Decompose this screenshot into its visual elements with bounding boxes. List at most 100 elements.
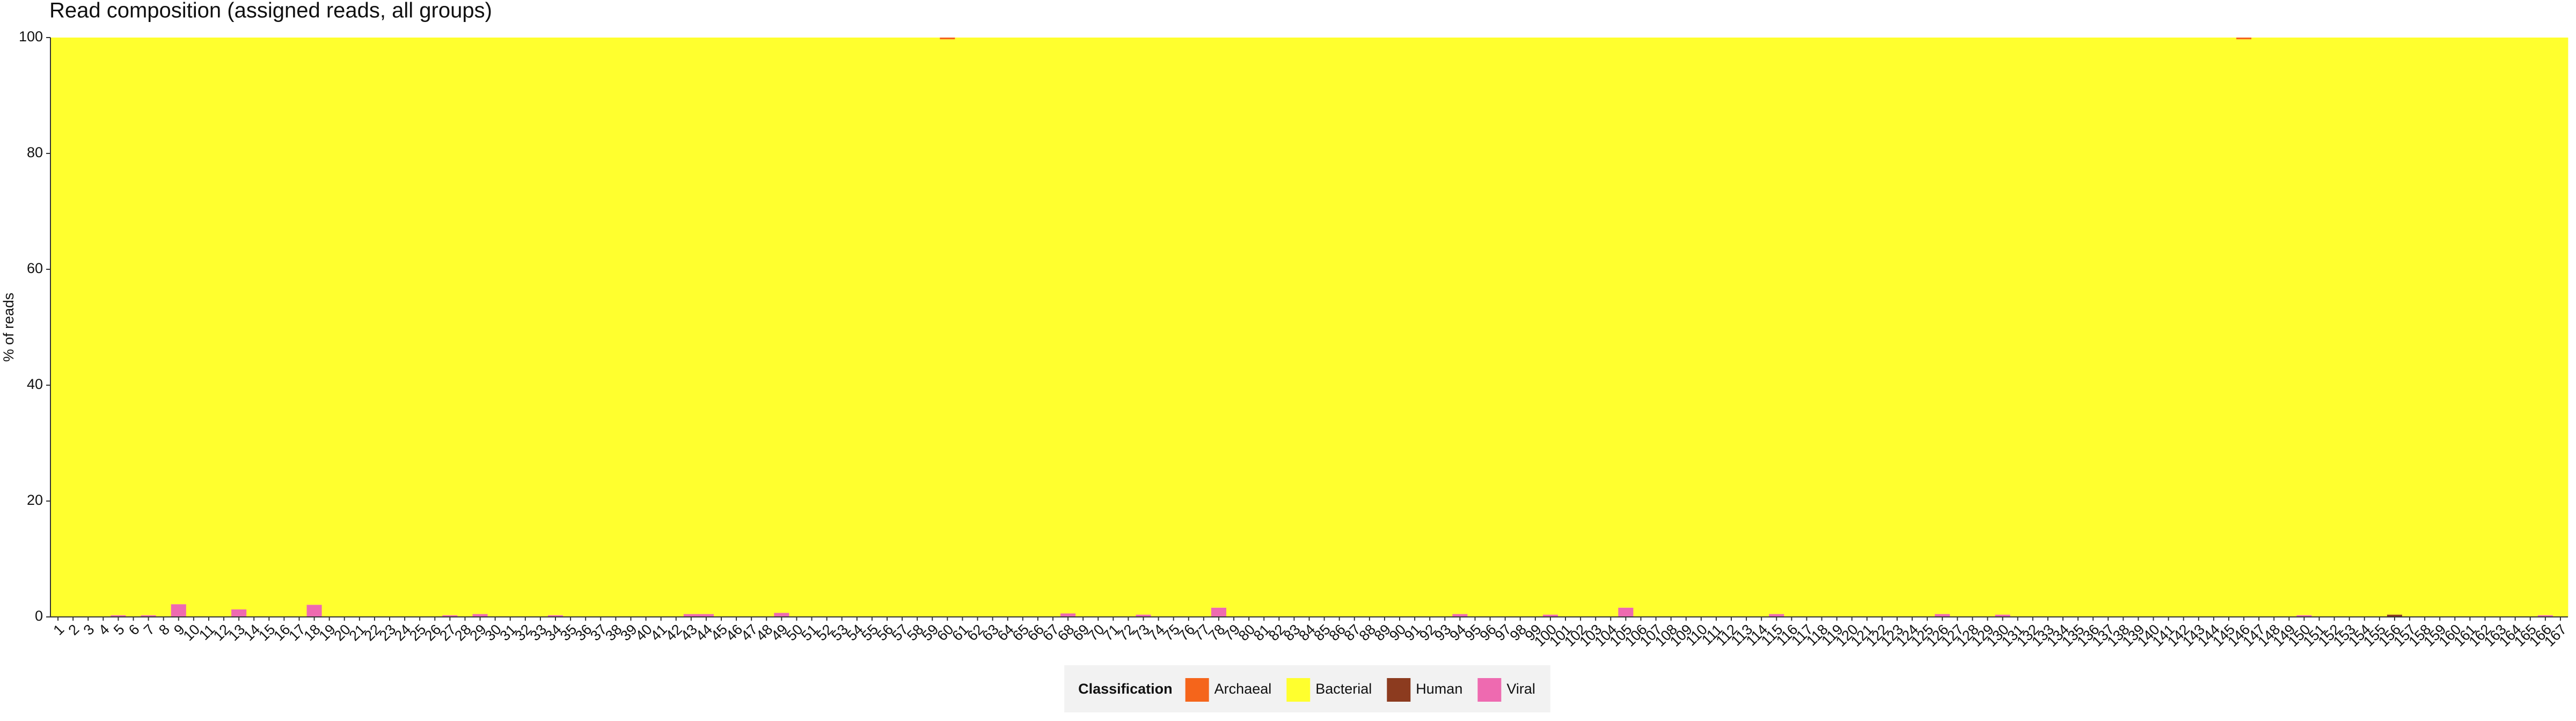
legend-title: Classification — [1078, 681, 1173, 697]
bar-segment — [2116, 38, 2131, 617]
bar-segment — [698, 38, 714, 614]
bar-segment — [382, 38, 398, 617]
bar-segment — [246, 38, 262, 617]
bar-segment — [517, 38, 533, 617]
legend-swatch — [1185, 678, 1209, 702]
bar-segment — [65, 38, 81, 617]
bar-segment — [623, 38, 639, 617]
bar-segment — [1980, 38, 1995, 617]
bar-segment — [306, 38, 323, 605]
bar-segment — [940, 38, 955, 40]
bar-segment — [276, 38, 292, 617]
y-tick-label: 100 — [19, 28, 43, 45]
bar-segment — [2266, 38, 2282, 617]
bar-segment — [638, 38, 654, 617]
bar-segment — [2492, 38, 2508, 617]
bar-segment — [2025, 38, 2041, 617]
bar-segment — [1362, 38, 1378, 617]
bar-segment — [1542, 614, 1558, 617]
bar-segment — [1407, 38, 1423, 617]
bar-segment — [457, 38, 473, 617]
bar-segment — [789, 38, 804, 617]
bar-segment — [1784, 38, 1799, 617]
bar-segment — [713, 38, 729, 617]
bar-segment — [1557, 38, 1574, 617]
bar-segment — [2432, 38, 2448, 617]
bar-segment — [412, 38, 428, 617]
bar-segment — [1708, 38, 1724, 617]
bar-segment — [1542, 38, 1558, 615]
x-tick-label: 3 — [80, 621, 98, 638]
bar-segment — [1618, 607, 1634, 617]
x-tick-label: 4 — [96, 621, 113, 638]
bar-segment — [2296, 38, 2312, 615]
bar-segment — [1844, 38, 1860, 617]
bar-segment — [2372, 38, 2388, 617]
bar-segment — [2311, 38, 2327, 617]
bar-segment — [1754, 38, 1769, 617]
bar-segment — [1723, 38, 1739, 617]
bar-segment — [683, 614, 699, 617]
bar-segment — [1392, 38, 1408, 617]
bar-segment — [156, 38, 172, 617]
bar-segment — [2191, 38, 2207, 617]
x-tick-label: 8 — [156, 621, 173, 638]
legend-label: Human — [1416, 681, 1462, 697]
legend-swatch — [1477, 678, 1502, 702]
bar-segment — [1889, 38, 1905, 617]
bar-segment — [2206, 38, 2222, 617]
bar-segment — [1995, 614, 2011, 617]
bar-segment — [668, 38, 684, 617]
bar-segment — [698, 614, 714, 617]
bar-segment — [1618, 38, 1634, 608]
bar-segment — [1935, 38, 1950, 614]
bar-segment — [472, 38, 488, 614]
bar-segment — [2522, 38, 2538, 617]
bar-segment — [2326, 38, 2343, 617]
bar-segment — [1015, 38, 1031, 617]
bar-segment — [1814, 38, 1829, 617]
bar-segment — [1769, 614, 1784, 617]
bar-segment — [2131, 38, 2146, 617]
bar-segment — [1060, 613, 1076, 617]
bar-segment — [2537, 615, 2553, 617]
bar-segment — [2221, 38, 2237, 617]
bar-segment — [2040, 38, 2056, 617]
bar-segment — [1271, 38, 1287, 617]
bar-segment — [2402, 38, 2418, 617]
bar-segment — [1075, 38, 1091, 617]
bar-segment — [352, 38, 368, 617]
bar-segment — [2462, 38, 2478, 617]
bar-segment — [2070, 38, 2086, 617]
bar-segment — [1226, 38, 1242, 617]
x-tick-label: 2 — [65, 621, 83, 638]
bar-segment — [1467, 38, 1483, 617]
bar-segment — [1663, 38, 1679, 617]
bar-segment — [201, 38, 217, 617]
bar-segment — [1573, 38, 1589, 617]
bar-segment — [1950, 38, 1965, 617]
bar-segment — [1512, 38, 1528, 617]
bar-segment — [1995, 38, 2011, 615]
bar-segment — [1633, 38, 1649, 617]
bar-segment — [397, 38, 413, 617]
bar-segment — [774, 38, 789, 613]
bar-segment — [1829, 38, 1845, 617]
bar-segment — [321, 38, 338, 617]
chart-title: Read composition (assigned reads, all gr… — [49, 0, 492, 23]
bar-segment — [1136, 38, 1151, 615]
bar-segment — [547, 615, 564, 617]
bar-segment — [1045, 38, 1061, 617]
y-tick-label: 40 — [27, 376, 43, 392]
bar-segment — [2387, 614, 2403, 617]
y-tick-label: 20 — [27, 492, 43, 508]
bar-segment — [1030, 38, 1046, 617]
bar-segment — [2507, 38, 2523, 617]
bar-segment — [1678, 38, 1694, 617]
bar-segment — [1196, 38, 1212, 617]
bar-segment — [1769, 38, 1784, 614]
bar-segment — [427, 38, 443, 617]
bar-segment — [306, 605, 323, 617]
bar-segment — [1799, 38, 1814, 617]
bar-segment — [1482, 38, 1498, 617]
